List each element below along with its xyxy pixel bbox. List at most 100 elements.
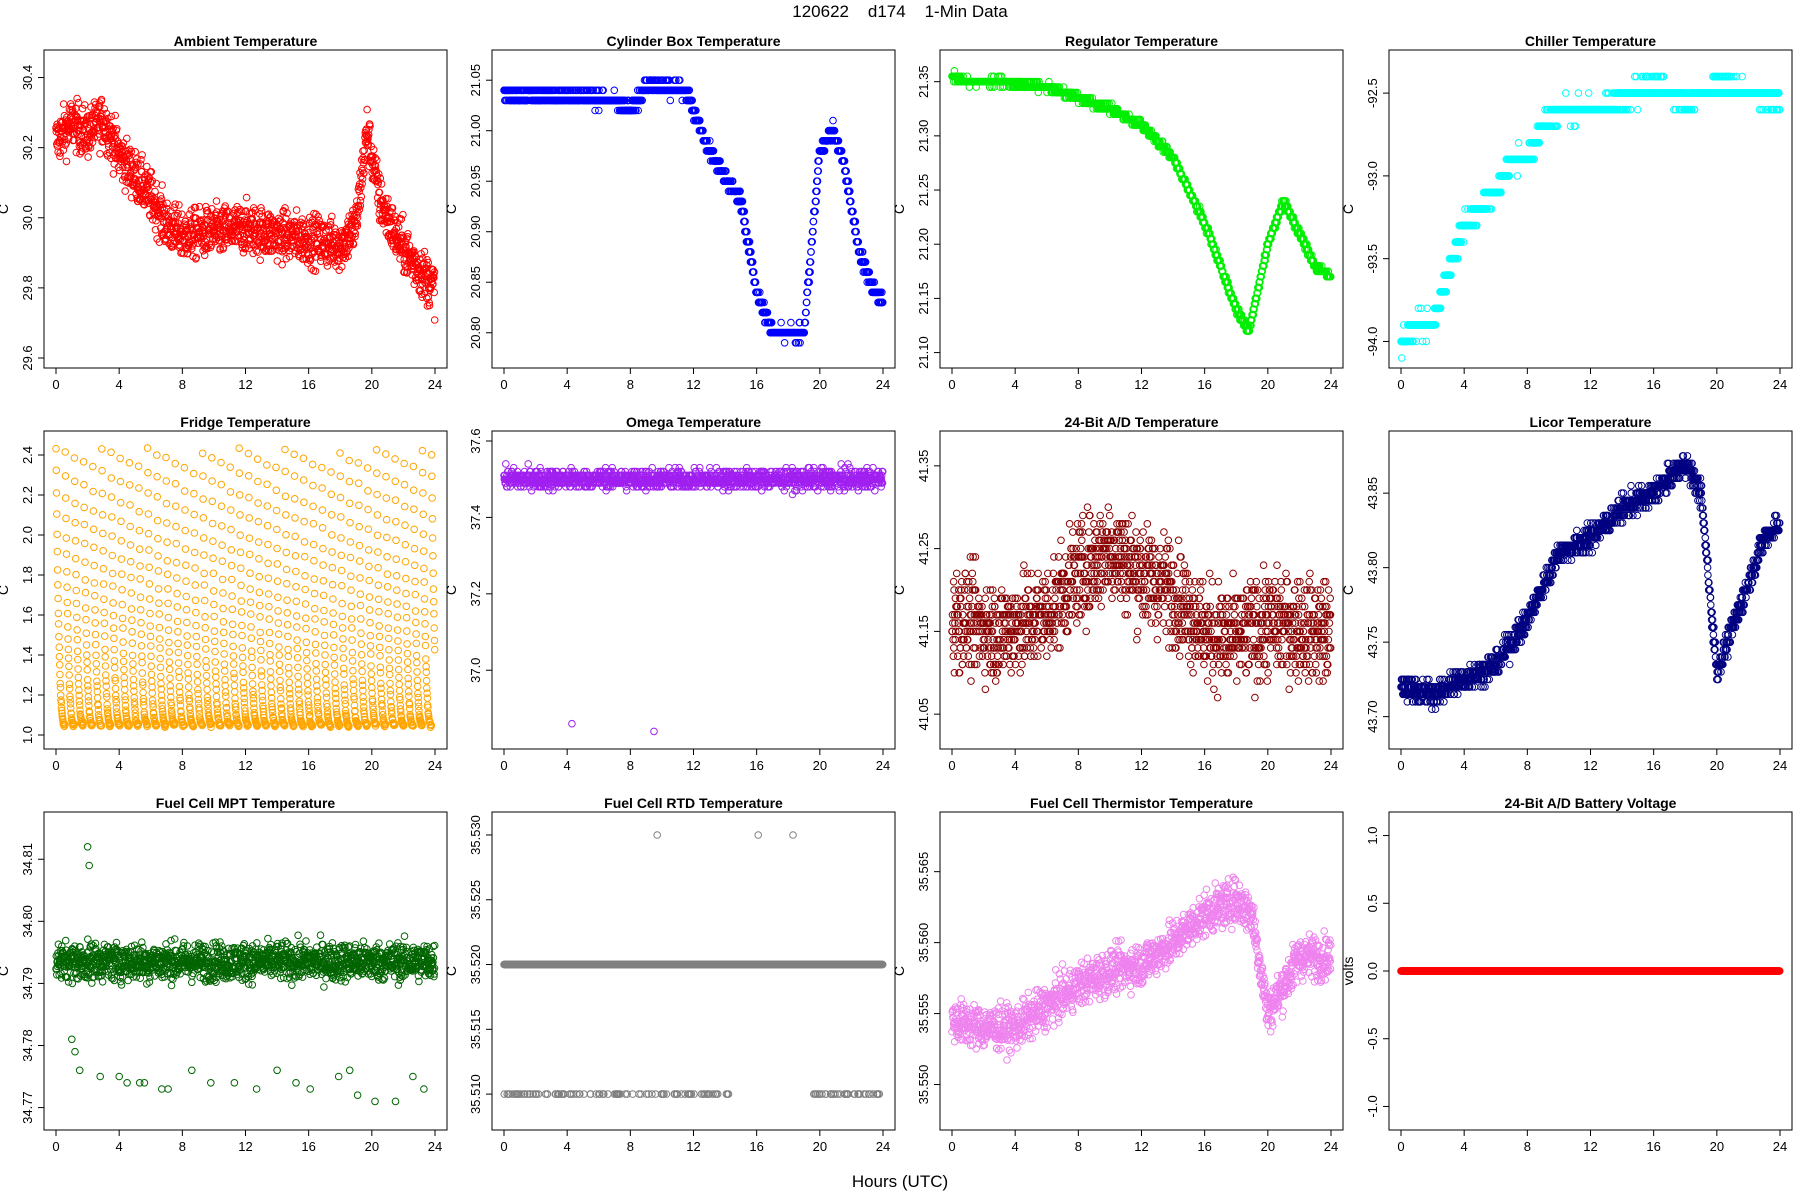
y-tick-label: -93.5 (1365, 244, 1380, 274)
data-point (802, 298, 811, 307)
data-point (195, 202, 204, 211)
data-point (1513, 172, 1522, 180)
x-tick-label: 12 (1583, 377, 1597, 392)
x-tick-label: 24 (428, 377, 442, 392)
data-point (59, 100, 68, 108)
x-tick-label: 24 (1324, 377, 1338, 392)
data-point (111, 111, 119, 120)
x-tick-label: 8 (179, 377, 186, 392)
y-tick-label: 21.35 (916, 65, 931, 98)
x-tick-label: 8 (627, 377, 634, 392)
y-tick-label: 30.2 (20, 135, 35, 160)
data-point (363, 105, 371, 114)
x-tick-label: 20 (1261, 377, 1275, 392)
y-tick-label: 30.4 (20, 65, 35, 90)
data-point (809, 217, 818, 226)
plot-frame (1388, 49, 1793, 369)
y-axis-title: C (0, 204, 11, 214)
data-point (60, 135, 69, 144)
data-point (1398, 354, 1406, 362)
data-point (73, 94, 81, 103)
data-point (78, 104, 87, 113)
figure-title: 120622 d174 1-Min Data (792, 2, 1008, 21)
data-point (84, 153, 92, 161)
chart-panel: Ambient TemperatureC0481216202429.629.83… (0, 33, 448, 392)
data-point (72, 148, 81, 157)
x-tick-label: 20 (365, 377, 379, 392)
x-tick-label: 24 (1773, 377, 1787, 392)
x-tick-label: 20 (1710, 377, 1724, 392)
data-point (610, 86, 619, 95)
data-point (86, 120, 94, 129)
data-point (138, 151, 146, 159)
y-tick-label: 21.20 (916, 228, 931, 261)
data-point (430, 316, 439, 324)
x-tick-label: 16 (301, 377, 315, 392)
x-tick-label: 0 (948, 377, 955, 392)
data-point (85, 138, 93, 147)
data-point (123, 134, 131, 143)
data-point (780, 339, 789, 347)
data-point (107, 112, 116, 121)
y-tick-label: 20.90 (468, 215, 483, 248)
y-tick-label: 21.15 (916, 282, 931, 315)
data-point (59, 146, 68, 154)
data-point (56, 152, 64, 161)
data-point (105, 149, 114, 157)
data-point (829, 116, 837, 125)
x-tick-label: 8 (1524, 377, 1531, 392)
data-point (1514, 139, 1523, 147)
data-point (807, 248, 815, 256)
y-axis-title: C (891, 204, 907, 214)
y-tick-label: -93.0 (1365, 161, 1380, 191)
data-point (777, 318, 785, 327)
y-tick-label: 20.85 (468, 266, 483, 299)
x-tick-label: 16 (1646, 377, 1660, 392)
data-point (111, 134, 120, 143)
x-tick-label: 12 (1134, 377, 1148, 392)
data-point (97, 95, 106, 104)
data-point (278, 260, 286, 269)
x-tick-label: 4 (1461, 377, 1468, 392)
x-tick-label: 4 (116, 377, 123, 392)
data-point (95, 130, 103, 138)
x-tick-label: 16 (1197, 377, 1211, 392)
panel-title: Chiller Temperature (1525, 33, 1656, 49)
x-tick-label: 20 (813, 377, 827, 392)
x-tick-label: 8 (1075, 377, 1082, 392)
data-points (500, 76, 887, 347)
data-point (212, 197, 221, 205)
data-point (242, 193, 251, 202)
data-point (787, 318, 795, 327)
data-point (88, 138, 97, 147)
x-tick-label: 0 (500, 377, 507, 392)
data-point (62, 157, 71, 166)
data-point (200, 251, 209, 260)
data-point (75, 126, 84, 135)
data-points (948, 67, 1335, 335)
data-point (85, 143, 93, 151)
data-point (79, 126, 88, 135)
x-tick-label: 12 (686, 377, 700, 392)
data-points (1397, 72, 1784, 362)
data-point (113, 125, 121, 133)
x-axis-label: Hours (UTC) (851, 1172, 949, 1191)
x-tick-label: 0 (1397, 377, 1404, 392)
x-tick-label: 12 (238, 377, 252, 392)
data-point (68, 102, 76, 111)
data-point (256, 256, 265, 265)
x-tick-label: 4 (1012, 377, 1019, 392)
x-tick-label: 4 (564, 377, 571, 392)
data-point (96, 150, 104, 158)
data-point (109, 170, 118, 178)
data-point (62, 139, 71, 147)
data-point (151, 187, 159, 196)
y-tick-label: 21.30 (916, 120, 931, 153)
y-axis-title: C (443, 204, 459, 214)
data-point (64, 135, 73, 143)
x-tick-label: 24 (876, 377, 890, 392)
data-point (100, 105, 108, 113)
y-tick-label: 21.00 (468, 114, 483, 147)
